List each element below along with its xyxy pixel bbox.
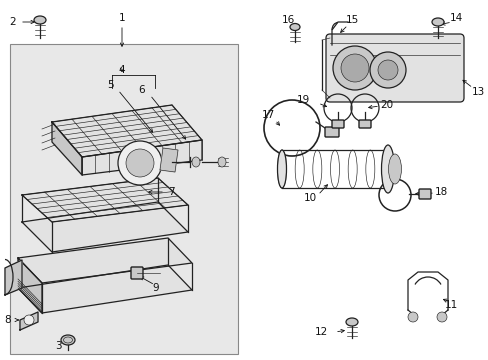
FancyBboxPatch shape xyxy=(331,120,343,128)
Text: 18: 18 xyxy=(434,187,447,197)
Text: 17: 17 xyxy=(261,110,274,120)
Text: 10: 10 xyxy=(303,193,316,203)
Polygon shape xyxy=(160,148,178,172)
Text: 5: 5 xyxy=(106,80,113,90)
Text: 9: 9 xyxy=(152,283,158,293)
Text: 11: 11 xyxy=(444,300,457,310)
FancyBboxPatch shape xyxy=(358,120,370,128)
Polygon shape xyxy=(52,122,82,175)
FancyBboxPatch shape xyxy=(418,189,430,199)
FancyBboxPatch shape xyxy=(325,34,463,102)
Circle shape xyxy=(407,312,417,322)
Text: 1: 1 xyxy=(119,13,125,23)
Ellipse shape xyxy=(192,157,200,167)
Polygon shape xyxy=(82,140,202,175)
Polygon shape xyxy=(22,178,187,222)
Circle shape xyxy=(332,46,376,90)
Polygon shape xyxy=(5,260,22,295)
Polygon shape xyxy=(18,265,192,313)
Text: 4: 4 xyxy=(119,65,125,75)
Ellipse shape xyxy=(346,318,357,326)
Ellipse shape xyxy=(431,18,443,26)
Polygon shape xyxy=(18,238,192,283)
Text: 7: 7 xyxy=(168,187,174,197)
Text: 15: 15 xyxy=(345,15,358,25)
Ellipse shape xyxy=(289,23,299,31)
Text: 3: 3 xyxy=(55,341,61,351)
FancyBboxPatch shape xyxy=(325,127,338,137)
Circle shape xyxy=(24,315,34,325)
Ellipse shape xyxy=(277,150,286,188)
Text: 16: 16 xyxy=(281,15,294,25)
Text: 2: 2 xyxy=(10,17,16,27)
Circle shape xyxy=(436,312,446,322)
Text: 19: 19 xyxy=(296,95,309,105)
Bar xyxy=(10,44,238,354)
Polygon shape xyxy=(52,105,202,157)
FancyBboxPatch shape xyxy=(131,267,142,279)
Circle shape xyxy=(340,54,368,82)
Circle shape xyxy=(377,60,397,80)
Text: 20: 20 xyxy=(379,100,392,110)
Ellipse shape xyxy=(34,16,46,24)
Text: 8: 8 xyxy=(5,315,11,325)
Polygon shape xyxy=(22,202,187,252)
Polygon shape xyxy=(18,258,42,313)
Ellipse shape xyxy=(61,335,75,345)
Circle shape xyxy=(126,149,154,177)
Text: 14: 14 xyxy=(449,13,462,23)
Text: 6: 6 xyxy=(139,85,145,95)
Ellipse shape xyxy=(218,157,225,167)
Ellipse shape xyxy=(387,154,401,184)
Text: 13: 13 xyxy=(471,87,484,97)
Ellipse shape xyxy=(381,145,394,193)
Circle shape xyxy=(118,141,162,185)
Text: 12: 12 xyxy=(314,327,327,337)
Circle shape xyxy=(369,52,405,88)
Polygon shape xyxy=(20,312,38,330)
